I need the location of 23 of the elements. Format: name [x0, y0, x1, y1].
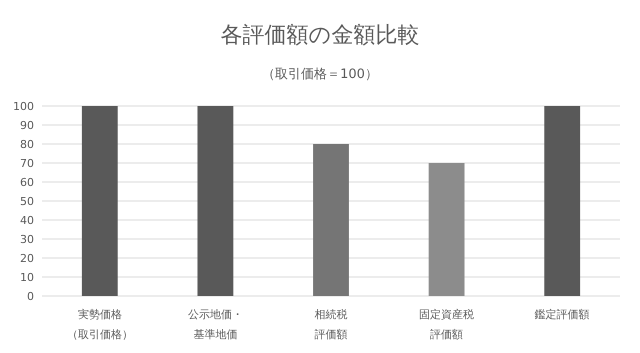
x-tick-label: 固定資産税評価額	[419, 308, 474, 341]
bar	[544, 106, 580, 296]
x-tick-label: 実勢価格（取引価格）	[66, 308, 133, 341]
y-tick-label: 70	[20, 157, 34, 170]
y-tick-label: 50	[20, 195, 34, 208]
x-tick-label: 相続税評価額	[314, 308, 348, 341]
y-tick-label: 60	[20, 176, 34, 189]
x-tick-label: 鑑定評価額	[534, 308, 590, 321]
y-tick-label: 80	[20, 138, 34, 151]
y-tick-label: 100	[13, 100, 34, 113]
y-tick-label: 10	[20, 271, 34, 284]
bar	[428, 163, 465, 296]
x-tick-label: 公示地価・基準地価	[188, 308, 243, 341]
y-tick-label: 90	[20, 119, 34, 132]
y-tick-label: 20	[20, 252, 34, 265]
y-tick-label: 40	[20, 214, 34, 227]
chart-title: 各評価額の金額比較	[220, 23, 420, 48]
y-tick-label: 0	[27, 290, 34, 303]
y-tick-label: 30	[20, 233, 34, 246]
bar	[197, 106, 234, 296]
bar	[313, 144, 349, 296]
chart-subtitle: （取引価格＝100）	[262, 67, 378, 82]
bar	[82, 106, 118, 296]
